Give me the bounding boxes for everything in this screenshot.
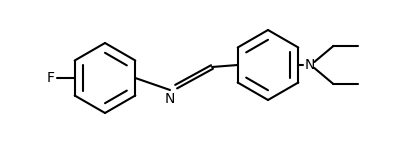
- Text: N: N: [165, 92, 175, 106]
- Text: N: N: [304, 58, 315, 72]
- Text: F: F: [47, 71, 55, 85]
